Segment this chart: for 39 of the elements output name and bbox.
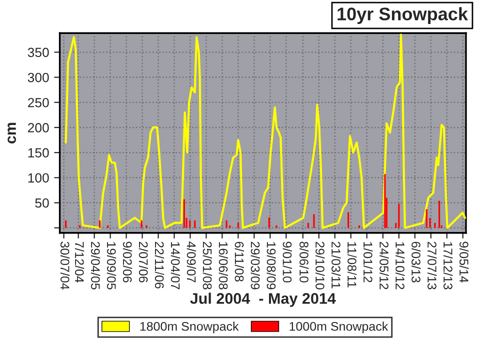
x-tick-label: 2/07/06 [138,242,148,282]
x-tick-label: 6/11/08 [234,242,244,282]
x-tick-label: 4/09/07 [186,241,196,282]
x-tick-label: 29/10/10 [316,242,325,290]
x-tick-label: 24/05/12 [380,242,389,290]
x-tick-label: 16/06/08 [218,242,228,290]
x-tick-label: 21/03/11 [332,242,341,288]
x-tick-label: 9/02/06 [122,242,132,282]
x-tick-label: 17/12/13 [444,242,453,290]
x-tick-label: 9/05/14 [460,242,469,283]
x-tick-label: 11/08/11 [348,242,357,288]
legend-label: 1000m Snowpack [290,322,388,334]
x-tick-label: 29/04/05 [90,242,100,290]
y-tick-label: 250 [28,98,49,108]
legend-label: 1800m Snowpack [140,322,239,334]
y-tick-label: 350 [28,48,49,58]
x-tick-label: 29/03/09 [250,242,260,290]
y-tick-label: 100 [28,173,49,183]
x-tick-label: 8/06/10 [300,242,309,282]
chart-title: 10yr Snowpack [338,7,468,24]
x-tick-label: 6/03/13 [412,242,421,282]
x-axis-title: Jul 2004 - May 2014 [190,292,336,307]
y-tick-label: 150 [28,148,49,158]
x-tick-label: 7/12/04 [74,242,84,283]
y-tick-label: 50 [35,198,49,208]
x-tick-label: 19/08/09 [266,242,276,290]
x-tick-label: 27/07/13 [428,242,437,290]
x-tick-label: 25/01/08 [202,242,212,290]
x-tick-label: 1/01/12 [363,242,373,282]
y-tick-label: 200 [28,123,49,132]
line-series [64,34,466,229]
y-axis-title: cm [8,122,16,144]
x-tick-label: 14/04/07 [170,242,180,290]
x-tick-label: 22/11/06 [154,242,164,288]
y-tick-label: 300 [28,72,49,82]
x-tick-label: 14/10/12 [396,242,405,290]
x-tick-label: 30/07/04 [60,242,70,290]
x-tick-label: 9/01/10 [282,242,292,282]
x-tick-label: 19/09/05 [106,242,116,290]
